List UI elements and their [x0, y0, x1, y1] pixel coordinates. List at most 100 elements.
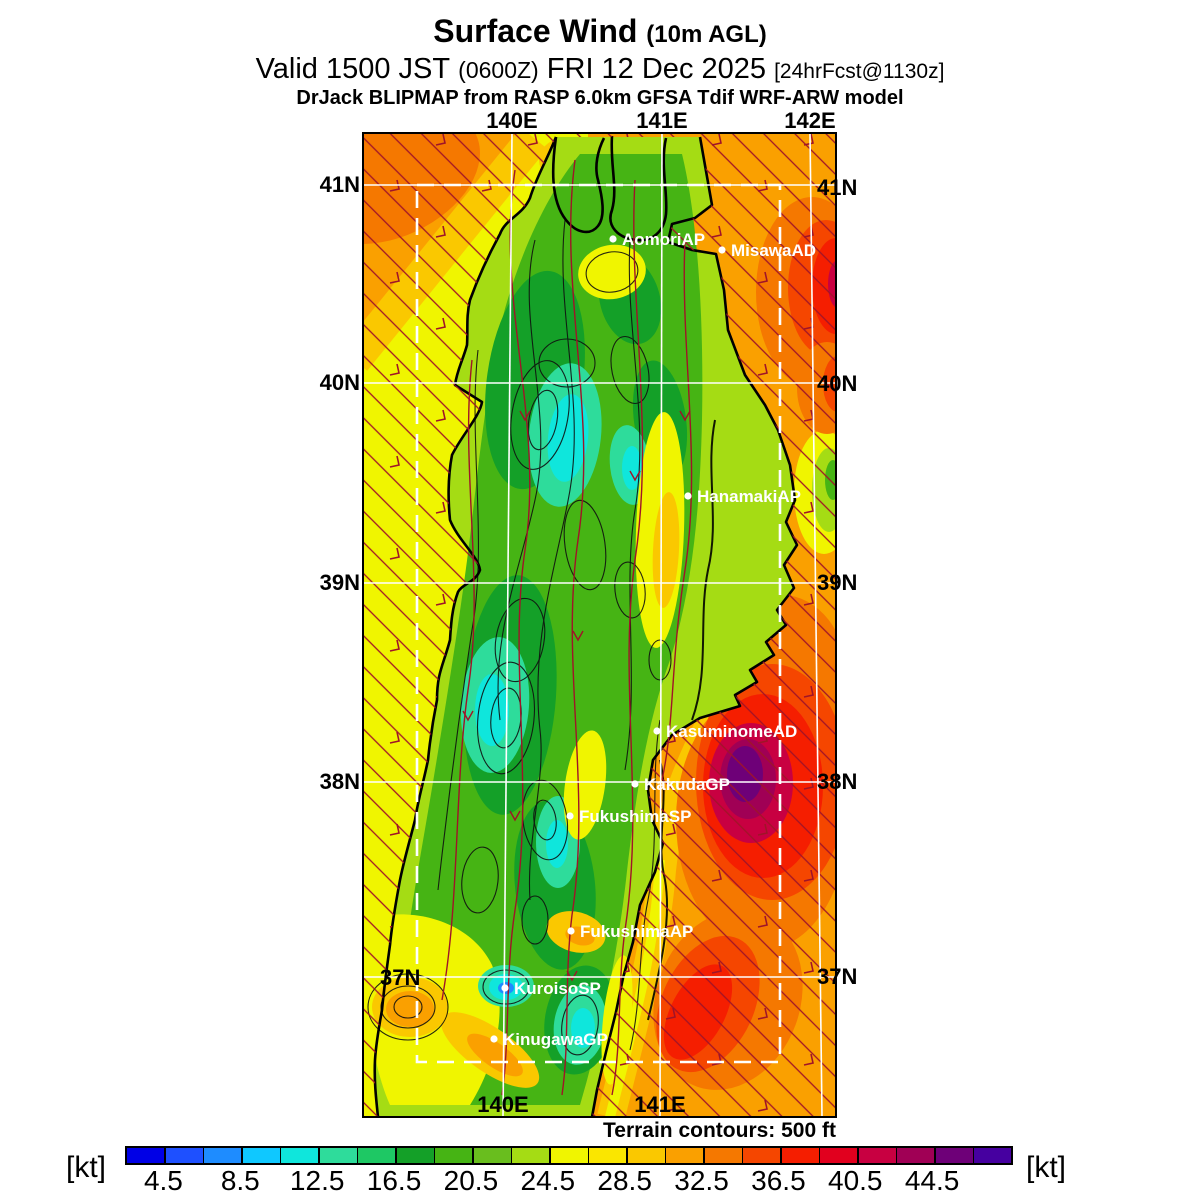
station-dot — [501, 984, 509, 992]
forecast-cycle: [24hrFcst@1130z] — [774, 59, 945, 83]
colorbar-cell — [704, 1148, 742, 1163]
lat-label-right-41n: 41N — [817, 175, 857, 200]
colorbar-cell — [127, 1148, 164, 1163]
colorbar-cell — [897, 1148, 934, 1163]
station-aomori-ap: AomoriAP — [609, 230, 705, 249]
lat-label-right-37n: 37N — [817, 964, 857, 989]
colorbar-tick: 16.5 — [366, 1165, 422, 1196]
colorbar-cell — [281, 1148, 318, 1163]
station-label: FukushimaAP — [580, 922, 693, 941]
lon-label-bottom-140e: 140E — [477, 1092, 528, 1117]
lon-label-top-142e: 142E — [784, 108, 835, 133]
colorbar-cell — [974, 1148, 1011, 1163]
station-fukushima-ap: FukushimaAP — [567, 922, 693, 941]
station-dot — [567, 927, 575, 935]
colorbar-tick: 8.5 — [220, 1165, 260, 1196]
colorbar-unit-left: [kt] — [66, 1151, 107, 1184]
station-dot — [718, 246, 726, 254]
lon-label-bottom-141e: 141E — [634, 1092, 685, 1117]
station-kuroiso-sp: KuroisoSP — [501, 979, 601, 998]
colorbar-bar — [125, 1146, 1013, 1165]
colorbar-cell — [627, 1148, 665, 1163]
colorbar-unit-right: [kt] — [1026, 1151, 1067, 1184]
lat-label-left-40n: 40N — [320, 370, 360, 395]
station-label: HanamakiAP — [697, 487, 801, 506]
colorbar-cell — [781, 1148, 819, 1163]
colorbar-cell — [858, 1148, 896, 1163]
station-label: KasuminomeAD — [666, 722, 797, 741]
colorbar-cell — [319, 1148, 357, 1163]
colorbar-cell — [473, 1148, 511, 1163]
station-hanamaki-ap: HanamakiAP — [684, 487, 801, 506]
colorbar-tick: 20.5 — [443, 1165, 499, 1196]
station-dot — [490, 1035, 498, 1043]
graticule-labels: 140E 141E 142E 140E 141E 41N 40N 39N 38N… — [320, 108, 858, 1117]
lat-label-right-40n: 40N — [817, 371, 857, 396]
colorbar-tick: 24.5 — [520, 1165, 576, 1196]
colorbar-tick: 28.5 — [597, 1165, 652, 1196]
station-label: AomoriAP — [622, 230, 705, 249]
colorbar-tick: 12.5 — [289, 1165, 345, 1196]
station-markers: AomoriAP MisawaAD HanamakiAP KasuminomeA… — [490, 230, 816, 1049]
colorbar-cell — [242, 1148, 280, 1163]
model-line: DrJack BLIPMAP from RASP 6.0km GFSA Tdif… — [296, 87, 904, 110]
station-misawa-ad: MisawaAD — [718, 241, 816, 260]
valid-line: Valid 1500 JST (0600Z) FRI 12 Dec 2025 [… — [0, 53, 1200, 85]
valid-date: FRI 12 Dec 2025 — [546, 52, 767, 85]
terrain-note: Terrain contours: 500 ft — [603, 1119, 836, 1142]
domain-box — [415, 183, 782, 1064]
colorbar-cell — [935, 1148, 973, 1163]
lat-label-right-38n: 38N — [817, 769, 857, 794]
lat-label-left-38n: 38N — [320, 769, 360, 794]
valid-time: Valid 1500 JST — [255, 52, 451, 85]
station-dot — [631, 780, 639, 788]
map-frame — [362, 132, 837, 1118]
lon-label-top-140e: 140E — [486, 108, 537, 133]
lat-label-left-39n: 39N — [320, 570, 360, 595]
station-kakuda-gp: KakudaGP — [631, 775, 730, 794]
colorbar-cell — [165, 1148, 203, 1163]
colorbar-cell — [512, 1148, 549, 1163]
colorbar-cell — [396, 1148, 434, 1163]
station-kasuminome-ad: KasuminomeAD — [653, 722, 797, 741]
lat-label-right-39n: 39N — [817, 570, 857, 595]
colorbar-tick: 32.5 — [674, 1165, 729, 1196]
streamlines — [363, 133, 836, 1117]
colorbar-cell — [550, 1148, 588, 1163]
colorbar-cell — [435, 1148, 472, 1163]
zulu-time: (0600Z) — [458, 56, 539, 83]
colorbar-tick: 40.5 — [828, 1165, 883, 1196]
lat-label-left-41n: 41N — [320, 172, 360, 197]
colorbar-cell — [358, 1148, 395, 1163]
station-label: FukushimaSP — [579, 807, 691, 826]
lat-label-inside-37n: 37N — [380, 965, 420, 990]
map-fill-layers — [363, 133, 836, 1117]
station-label: KuroisoSP — [514, 979, 601, 998]
colorbar-tick: 4.5 — [143, 1165, 183, 1196]
colorbar-cell — [820, 1148, 857, 1163]
colorbar-tick: 44.5 — [904, 1165, 960, 1196]
header: Surface Wind (10m AGL) Valid 1500 JST (0… — [0, 13, 1200, 110]
lon-label-top-141e: 141E — [636, 108, 687, 133]
colorbar-cell — [204, 1148, 241, 1163]
title-main: Surface Wind — [433, 13, 638, 49]
station-fukushima-sp: FukushimaSP — [566, 807, 691, 826]
station-label: KakudaGP — [644, 775, 730, 794]
station-kinugawa-gp: KinugawaGP — [490, 1030, 608, 1049]
colorbar-cell — [589, 1148, 626, 1163]
colorbar-cell — [743, 1148, 780, 1163]
station-label: KinugawaGP — [503, 1030, 608, 1049]
station-dot — [566, 812, 574, 820]
colorbar-cell — [666, 1148, 703, 1163]
graticule — [363, 133, 836, 1117]
wind-map: 140E 141E 142E 140E 141E 41N 40N 39N 38N… — [320, 108, 857, 1118]
station-label: MisawaAD — [731, 241, 816, 260]
page-title: Surface Wind (10m AGL) — [0, 13, 1200, 50]
title-suffix: (10m AGL) — [646, 21, 767, 48]
station-dot — [609, 235, 617, 243]
streamlines-land — [441, 159, 693, 1096]
colorbar-tick: 36.5 — [751, 1165, 806, 1196]
station-dot — [684, 492, 692, 500]
station-dot — [653, 727, 661, 735]
